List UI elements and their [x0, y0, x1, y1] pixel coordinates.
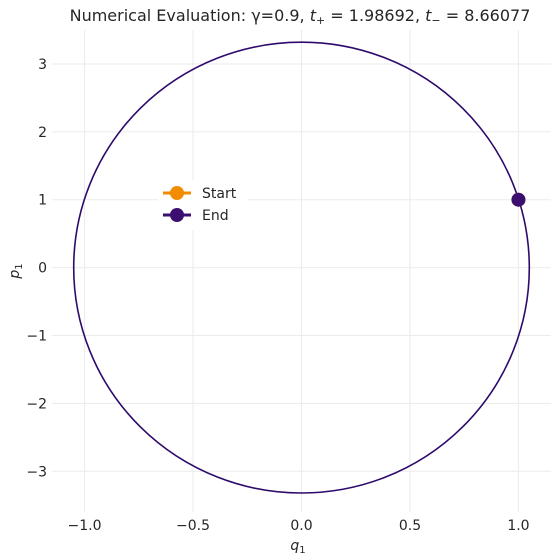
x-tick-label: −0.5: [176, 518, 210, 534]
x-tick-label: 0.5: [399, 518, 421, 534]
legend-label-end: End: [202, 208, 229, 224]
grid: [52, 30, 551, 512]
y-tick-label: −2: [26, 396, 47, 412]
y-tick-label: 3: [38, 57, 47, 73]
y-tick-label: −3: [26, 464, 47, 480]
legend-marker-end: [170, 208, 184, 222]
markers: [511, 192, 526, 207]
y-tick-label: 1: [38, 193, 47, 209]
y-tick-label: −1: [26, 328, 47, 344]
y-tick-label: 0: [38, 261, 47, 277]
x-tick-label: −1.0: [68, 518, 102, 534]
legend-marker-start: [170, 186, 184, 200]
x-tick-label: 1.0: [507, 518, 529, 534]
y-ticks: −3 −2 −1 0 1 2 3: [26, 57, 47, 480]
y-axis-label: p1: [7, 263, 25, 279]
marker-end: [511, 192, 526, 207]
trajectory-curve: [72, 41, 531, 494]
chart-title: Numerical Evaluation: γ=0.9, t+ = 1.9869…: [70, 6, 531, 27]
x-ticks: −1.0 −0.5 0.0 0.5 1.0: [68, 518, 530, 534]
y-tick-label: 2: [38, 125, 47, 141]
x-tick-label: 0.0: [290, 518, 312, 534]
trajectory-layer: [72, 41, 531, 494]
x-axis-label: q1: [290, 538, 305, 556]
legend: Start End: [158, 180, 248, 230]
legend-label-start: Start: [202, 186, 237, 202]
